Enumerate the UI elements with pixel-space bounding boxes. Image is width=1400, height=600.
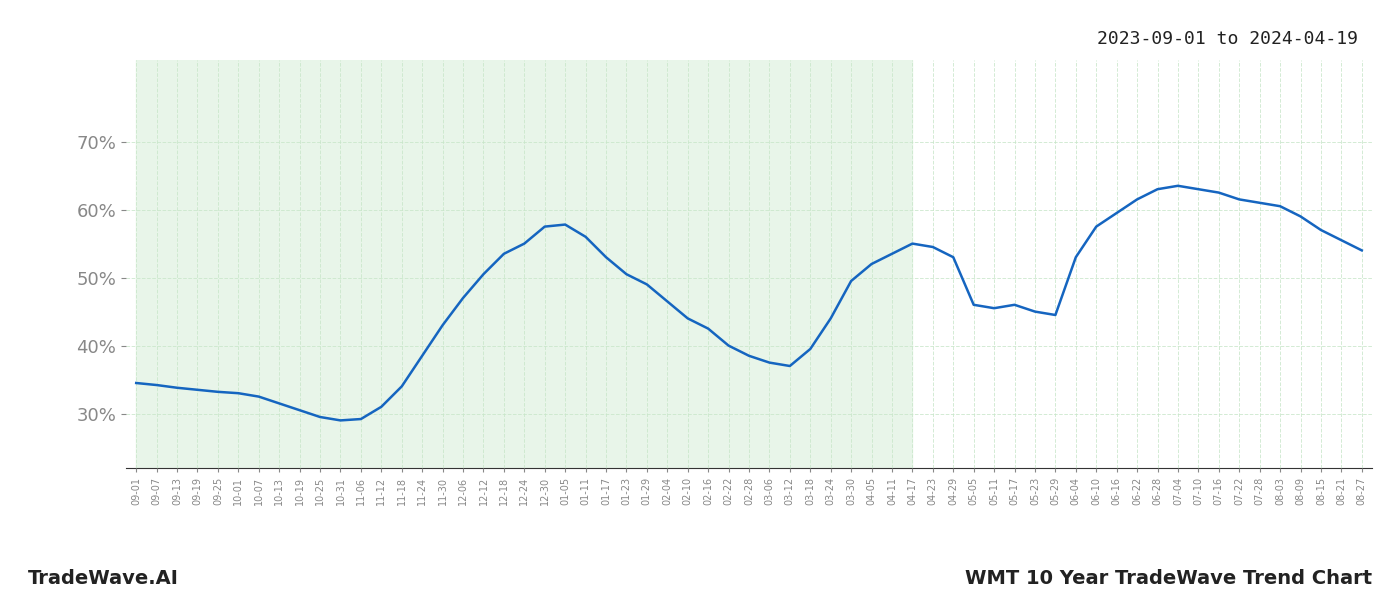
Bar — [136, 60, 913, 468]
Text: 2023-09-01 to 2024-04-19: 2023-09-01 to 2024-04-19 — [1098, 30, 1358, 48]
Text: TradeWave.AI: TradeWave.AI — [28, 569, 179, 588]
Text: WMT 10 Year TradeWave Trend Chart: WMT 10 Year TradeWave Trend Chart — [965, 569, 1372, 588]
